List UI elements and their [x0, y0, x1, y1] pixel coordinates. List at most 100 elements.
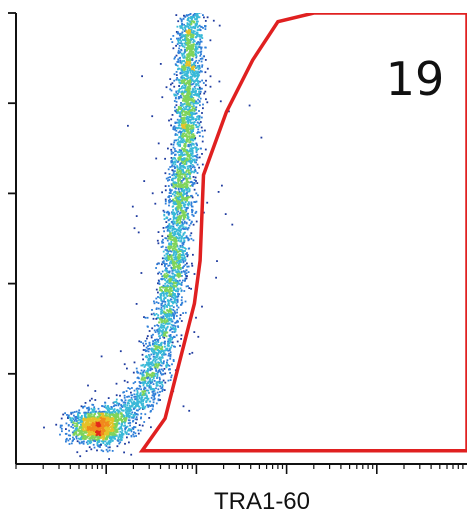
event-point: [61, 430, 63, 433]
event-point: [182, 138, 185, 141]
event-point: [172, 209, 174, 211]
event-point: [159, 337, 161, 340]
event-point: [177, 294, 180, 296]
event-point: [179, 273, 181, 276]
event-point: [102, 425, 105, 427]
event-point: [130, 394, 133, 397]
event-point: [93, 446, 96, 449]
event-point: [183, 211, 186, 213]
event-point: [178, 156, 181, 159]
event-point: [181, 275, 183, 277]
event-point: [146, 384, 148, 387]
event-point: [170, 255, 173, 258]
event-point: [162, 369, 164, 372]
event-point: [116, 402, 118, 404]
event-point: [179, 94, 182, 97]
event-point: [180, 96, 183, 99]
event-point: [186, 39, 188, 41]
event-point: [185, 108, 188, 110]
event-point: [189, 11, 191, 13]
event-point: [130, 409, 133, 412]
event-point: [192, 73, 195, 75]
event-point: [169, 225, 171, 228]
event-point: [163, 306, 166, 308]
event-point: [172, 162, 175, 165]
event-point: [204, 84, 207, 87]
event-point: [184, 95, 187, 98]
event-point: [179, 183, 182, 186]
event-point: [164, 296, 166, 299]
event-point: [152, 353, 155, 356]
event-point: [153, 372, 156, 375]
event-point: [180, 141, 182, 144]
event-point: [169, 253, 171, 256]
event-point: [187, 139, 190, 141]
event-point: [171, 193, 174, 195]
event-point: [165, 253, 168, 255]
event-point: [175, 126, 177, 129]
event-point: [176, 288, 179, 290]
event-point: [179, 260, 182, 262]
event-point: [185, 163, 188, 165]
event-point: [165, 226, 167, 229]
event-point: [161, 349, 163, 352]
event-point: [169, 299, 171, 302]
event-point: [178, 218, 181, 220]
event-point: [175, 253, 178, 256]
event-point: [188, 51, 191, 54]
event-point: [149, 388, 152, 391]
event-point: [76, 427, 78, 430]
event-point: [181, 79, 184, 82]
event-point: [192, 130, 194, 132]
event-point: [108, 413, 111, 416]
event-point: [191, 33, 193, 36]
event-point: [187, 144, 190, 146]
event-point: [150, 353, 153, 356]
event-point: [188, 110, 191, 112]
event-point: [169, 355, 172, 358]
event-point: [136, 413, 139, 416]
event-point: [183, 166, 185, 168]
event-point: [174, 133, 177, 135]
event-point: [108, 443, 111, 446]
event-point: [185, 226, 187, 229]
event-point: [177, 210, 180, 213]
event-point: [196, 121, 199, 124]
event-point: [122, 404, 125, 407]
event-point: [187, 60, 190, 63]
event-point: [193, 81, 196, 83]
event-point: [151, 388, 154, 390]
event-point: [181, 122, 183, 125]
event-point: [179, 207, 182, 210]
event-point: [192, 126, 195, 129]
event-point: [168, 199, 170, 202]
event-point: [182, 312, 184, 314]
event-point: [122, 391, 125, 394]
event-point: [95, 410, 97, 413]
event-point: [132, 403, 135, 406]
event-point: [176, 165, 179, 167]
event-point: [166, 295, 169, 297]
event-point: [150, 334, 153, 337]
event-point: [176, 273, 179, 275]
event-point: [172, 225, 175, 228]
event-point: [178, 140, 181, 143]
event-point: [186, 87, 189, 89]
event-point: [164, 157, 166, 160]
event-point: [189, 93, 192, 95]
event-point: [170, 308, 173, 311]
event-point: [172, 232, 174, 234]
event-point: [168, 201, 171, 204]
event-point: [107, 409, 109, 411]
event-point: [199, 41, 201, 44]
event-point: [144, 364, 147, 367]
event-point: [196, 153, 199, 156]
event-point: [170, 221, 173, 223]
event-point: [165, 259, 168, 262]
event-point: [180, 26, 182, 29]
event-point: [171, 164, 174, 167]
event-point: [196, 182, 199, 184]
event-point: [159, 399, 161, 401]
event-point: [155, 347, 158, 350]
